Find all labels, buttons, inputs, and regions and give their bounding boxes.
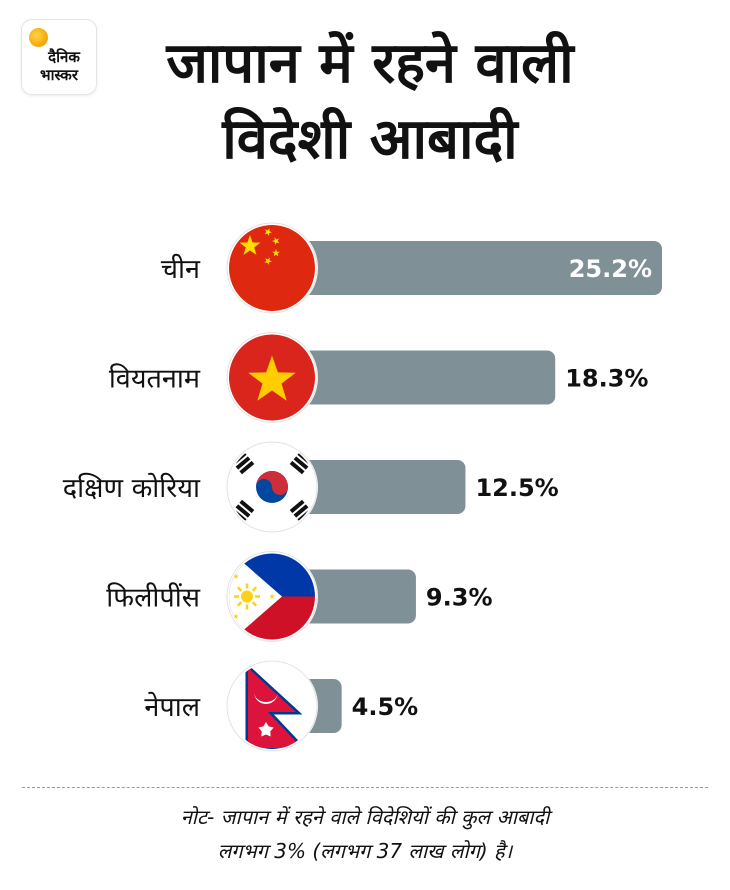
divider <box>22 787 708 788</box>
bar <box>272 460 466 514</box>
bar-chart: चीन 25.2% वियतनाम 18.3% दक्षिण कोरिया 12.5% फि… <box>63 222 662 752</box>
chart-row: चीन 25.2% <box>161 222 662 314</box>
value-label: 12.5% <box>475 474 558 502</box>
chart-row: फिलीपींस 9.3% <box>106 550 493 643</box>
nepal-flag-icon <box>226 660 318 752</box>
category-label: फिलीपींस <box>106 582 200 614</box>
value-label: 4.5% <box>352 693 419 721</box>
category-label: वियतनाम <box>109 363 201 395</box>
category-label: दक्षिण कोरिया <box>63 472 201 504</box>
chart-row: दक्षिण कोरिया 12.5% <box>63 441 559 533</box>
chart-row: नेपाल 4.5% <box>144 660 418 752</box>
brand-logo: दैनिक भास्कर <box>22 20 96 94</box>
value-label: 18.3% <box>565 365 648 393</box>
footnote-line1: नोट- जापान में रहने वाले विदेशियों की कु… <box>180 805 550 829</box>
bar <box>272 350 556 405</box>
category-label: चीन <box>161 253 201 285</box>
sun-icon <box>29 28 48 47</box>
page-title: जापान में रहने वाली विदेशी आबादी <box>166 31 574 172</box>
category-label: नेपाल <box>144 691 200 723</box>
philippines-flag-icon <box>226 550 318 643</box>
value-label: 9.3% <box>426 584 493 612</box>
vietnam-flag-icon <box>226 331 318 424</box>
bar <box>272 241 662 295</box>
footnote: नोट- जापान में रहने वाले विदेशियों की कु… <box>0 800 730 868</box>
value-label: 25.2% <box>569 255 652 283</box>
china-flag-icon <box>226 222 318 314</box>
brand-line1: दैनिक <box>48 48 80 66</box>
footnote-line2: लगभग 3% (लगभग 37 लाख लोग) है। <box>217 839 513 863</box>
south-korea-flag-icon <box>226 441 318 533</box>
chart-row: वियतनाम 18.3% <box>109 331 648 424</box>
brand-line2: भास्कर <box>40 66 78 84</box>
